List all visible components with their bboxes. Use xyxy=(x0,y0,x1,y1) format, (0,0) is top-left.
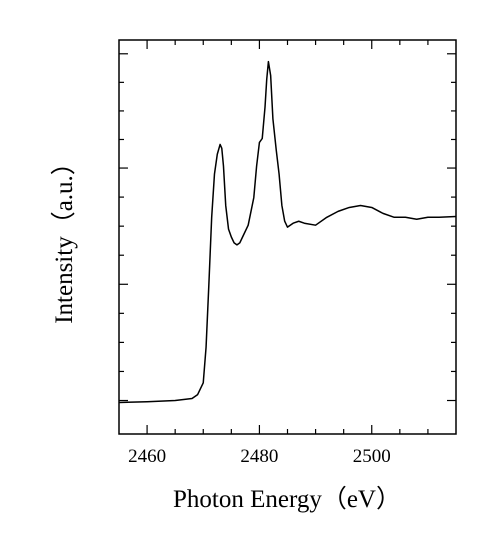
x-tick-label: 2460 xyxy=(128,446,166,467)
x-tick-label: 2500 xyxy=(353,446,391,467)
x-axis-title: Photon Energy（eV） xyxy=(173,485,401,513)
plot-frame xyxy=(118,39,457,435)
x-tick-label: 2480 xyxy=(240,446,278,467)
x-tick-labels: 2460 2480 2500 xyxy=(128,446,391,467)
axis-ticks xyxy=(119,40,456,434)
series-line xyxy=(118,60,457,404)
y-axis-title: Intensity（a.u.） xyxy=(50,150,78,324)
